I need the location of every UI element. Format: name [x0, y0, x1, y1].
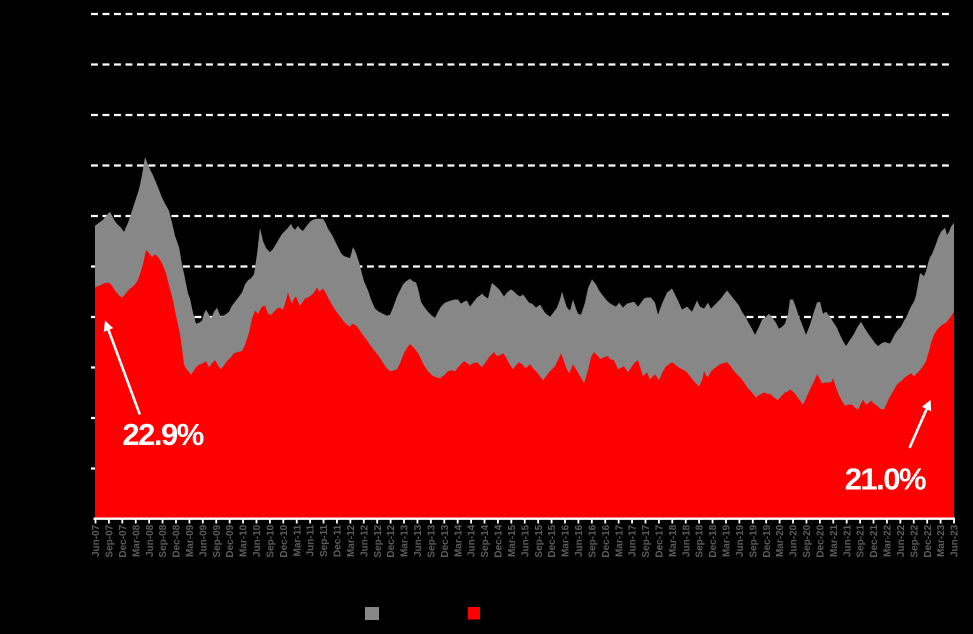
- svg-text:Sep-10: Sep-10: [265, 524, 276, 557]
- svg-text:22.9%: 22.9%: [122, 417, 203, 452]
- svg-text:Dec-13: Dec-13: [440, 524, 451, 557]
- svg-text:Jun-23: Jun-23: [950, 524, 961, 557]
- svg-text:Mar-23: Mar-23: [936, 524, 947, 557]
- svg-text:Dec-11: Dec-11: [333, 524, 344, 557]
- svg-text:Mar-17: Mar-17: [614, 524, 625, 557]
- svg-text:Dec-15: Dec-15: [547, 524, 558, 557]
- svg-text:Sep-12: Sep-12: [373, 524, 384, 557]
- svg-text:Mar-14: Mar-14: [453, 524, 464, 557]
- svg-text:Jun-14: Jun-14: [467, 524, 478, 557]
- svg-text:Dec-16: Dec-16: [601, 524, 612, 557]
- svg-text:Dec-18: Dec-18: [708, 524, 719, 557]
- svg-text:Mar-09: Mar-09: [185, 524, 196, 557]
- svg-text:Jun-19: Jun-19: [735, 524, 746, 557]
- svg-text:Jun-08: Jun-08: [145, 524, 156, 557]
- svg-text:Dec-17: Dec-17: [654, 524, 665, 557]
- svg-text:Sep-16: Sep-16: [587, 524, 598, 557]
- svg-text:Sep-13: Sep-13: [426, 524, 437, 557]
- svg-text:Sep-21: Sep-21: [856, 524, 867, 557]
- svg-text:Mar-08: Mar-08: [131, 524, 142, 557]
- svg-text:Sep-20: Sep-20: [802, 524, 813, 557]
- svg-text:Sep-07: Sep-07: [105, 524, 116, 557]
- svg-text:Dec-19: Dec-19: [762, 524, 773, 557]
- svg-text:Jun-20: Jun-20: [789, 524, 800, 557]
- svg-text:Dec-20: Dec-20: [815, 524, 826, 557]
- svg-text:Mar-12: Mar-12: [346, 524, 357, 557]
- svg-text:Jun-11: Jun-11: [306, 524, 317, 556]
- svg-text:Sep-15: Sep-15: [534, 524, 545, 557]
- svg-text:Dec-09: Dec-09: [225, 524, 236, 557]
- svg-text:Jun-22: Jun-22: [896, 524, 907, 557]
- svg-text:Sep-14: Sep-14: [480, 524, 491, 557]
- svg-text:21.0%: 21.0%: [845, 462, 926, 497]
- svg-text:Jun-15: Jun-15: [520, 524, 531, 557]
- svg-text:Mar-10: Mar-10: [239, 524, 250, 557]
- svg-text:Sep-19: Sep-19: [748, 524, 759, 557]
- svg-text:Jun-07: Jun-07: [91, 524, 102, 557]
- svg-text:Mar-15: Mar-15: [507, 524, 518, 557]
- svg-text:Jun-13: Jun-13: [413, 524, 424, 557]
- svg-text:Jun-17: Jun-17: [628, 524, 639, 557]
- svg-text:Sep-11: Sep-11: [319, 524, 330, 557]
- svg-text:Jun-10: Jun-10: [252, 524, 263, 557]
- svg-text:Mar-20: Mar-20: [775, 524, 786, 557]
- svg-text:Sep-09: Sep-09: [212, 524, 223, 557]
- svg-text:Jun-21: Jun-21: [842, 524, 853, 557]
- svg-text:Dec-21: Dec-21: [869, 524, 880, 557]
- svg-text:Sep-18: Sep-18: [695, 524, 706, 557]
- svg-text:Jun-18: Jun-18: [681, 524, 692, 557]
- svg-text:Jun-12: Jun-12: [359, 524, 370, 557]
- svg-text:Sep-08: Sep-08: [158, 524, 169, 557]
- svg-text:Mar-18: Mar-18: [668, 524, 679, 557]
- svg-text:Dec-07: Dec-07: [118, 524, 129, 557]
- svg-text:Dec-08: Dec-08: [172, 524, 183, 557]
- svg-text:Mar-16: Mar-16: [561, 524, 572, 557]
- svg-text:Jun-16: Jun-16: [574, 524, 585, 557]
- svg-text:Dec-14: Dec-14: [494, 524, 505, 557]
- svg-text:Sep-17: Sep-17: [641, 524, 652, 557]
- svg-text:Mar-22: Mar-22: [883, 524, 894, 557]
- svg-text:Jun-09: Jun-09: [198, 524, 209, 557]
- svg-text:Dec-22: Dec-22: [923, 524, 934, 557]
- svg-text:Mar-19: Mar-19: [722, 524, 733, 557]
- svg-text:Mar-21: Mar-21: [829, 524, 840, 557]
- svg-text:Mar-13: Mar-13: [400, 524, 411, 557]
- svg-text:Mar-11: Mar-11: [292, 524, 303, 556]
- svg-text:Dec-12: Dec-12: [386, 524, 397, 557]
- svg-text:Dec-10: Dec-10: [279, 524, 290, 557]
- svg-text:Sep-22: Sep-22: [909, 524, 920, 557]
